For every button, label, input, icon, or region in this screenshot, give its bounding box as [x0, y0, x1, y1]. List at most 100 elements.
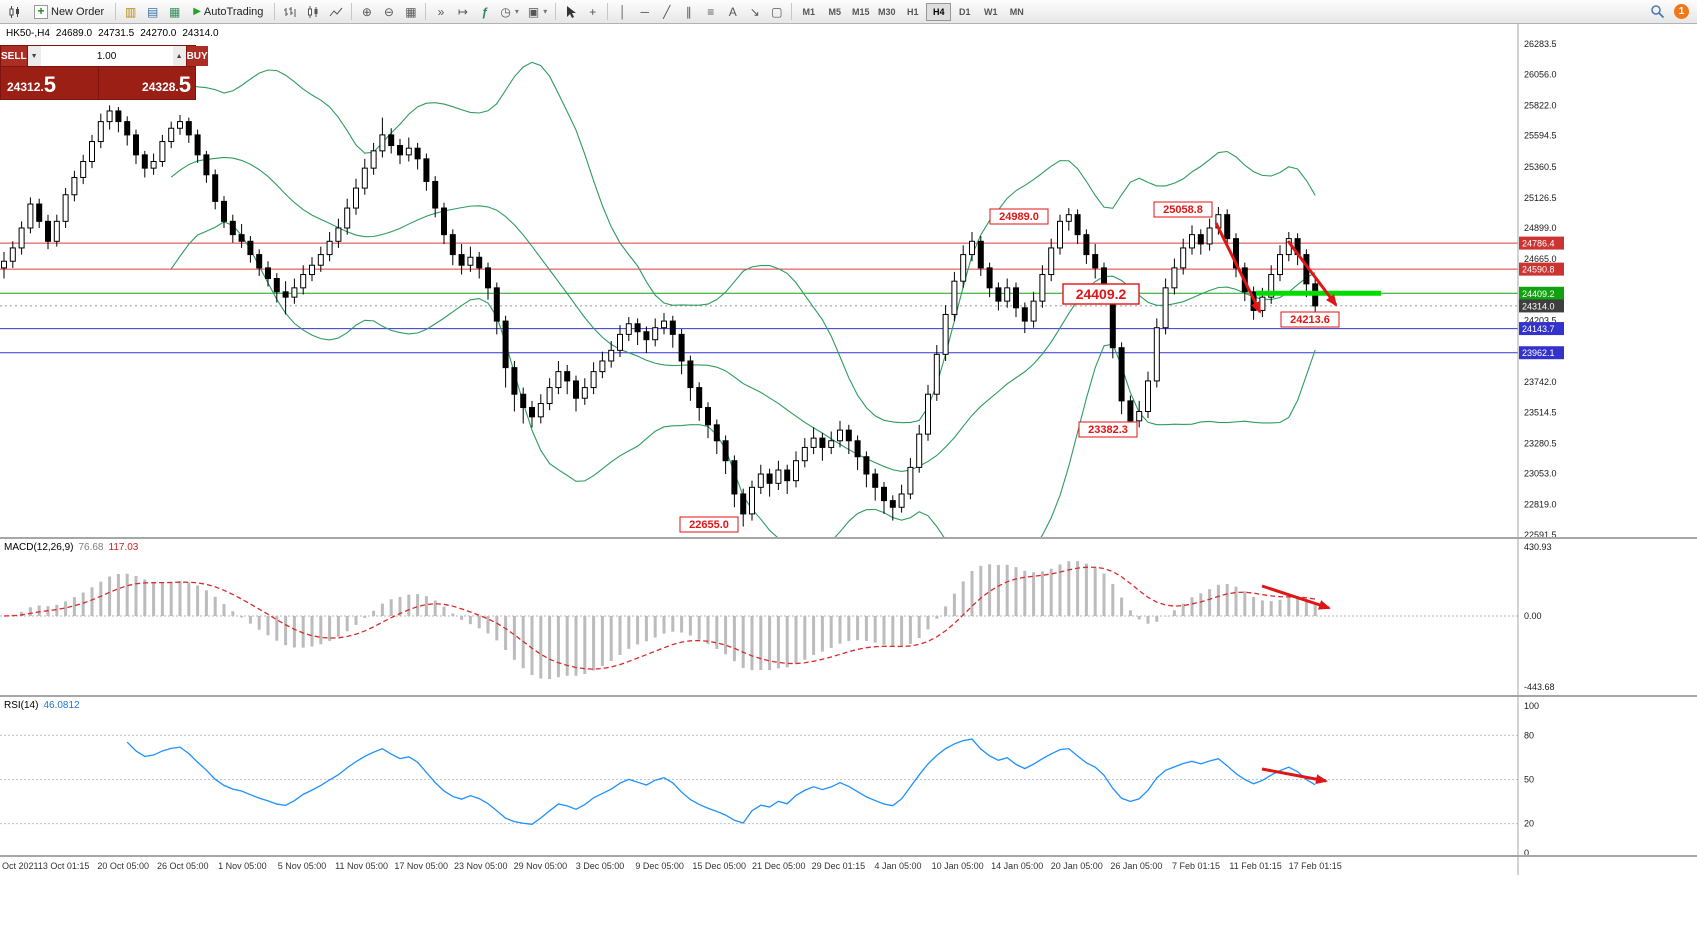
- market-watch-button[interactable]: ▥: [120, 2, 141, 22]
- price-annotation-box: [1153, 201, 1213, 218]
- candlestick-chart-button[interactable]: [302, 2, 324, 22]
- chart-shift-button[interactable]: ↦: [452, 2, 473, 22]
- search-button[interactable]: [1646, 2, 1669, 22]
- chart-symbol-period: HK50-,H4: [6, 28, 50, 39]
- tf-h1-button[interactable]: H1: [907, 6, 919, 17]
- navigator-button[interactable]: ▤: [142, 2, 163, 22]
- sell-button[interactable]: SELL: [1, 46, 27, 66]
- svg-text:20: 20: [1524, 819, 1534, 829]
- indicators-button[interactable]: ƒ: [474, 2, 495, 22]
- periods-button[interactable]: ◷ ▾: [496, 2, 523, 22]
- price-tag: [1519, 236, 1564, 250]
- terminal-button[interactable]: ▦: [164, 2, 185, 22]
- buy-price[interactable]: 24328. 5: [97, 67, 196, 99]
- line-chart-button[interactable]: [325, 2, 347, 22]
- arrow-tool-button[interactable]: ↘: [744, 2, 765, 22]
- sell-price[interactable]: 24312. 5: [1, 67, 98, 99]
- toolbar-separator: [607, 3, 609, 20]
- panel-separator[interactable]: [0, 695, 1697, 697]
- chart-shift-icon: ↦: [457, 4, 468, 19]
- new-order-button[interactable]: + New Order: [27, 2, 111, 22]
- trend-arrows[interactable]: [1261, 584, 1331, 610]
- zoom-out-button[interactable]: ⊖: [378, 2, 399, 22]
- chart-open-value: 24689.0: [55, 28, 93, 39]
- horizontal-lines[interactable]: [0, 242, 1518, 354]
- volume-input[interactable]: [40, 46, 173, 66]
- tf-h4-button[interactable]: H4: [926, 2, 952, 21]
- rsi-value: 46.0812: [43, 700, 80, 711]
- fibonacci-button[interactable]: ≡: [700, 2, 721, 22]
- annotations[interactable]: 24989.0 25058.8 24409.2 24213.6 23382.3 22655…: [679, 201, 1340, 533]
- vertical-line-button[interactable]: │: [612, 2, 633, 22]
- svg-text:20 Jan 05:00: 20 Jan 05:00: [1051, 861, 1103, 871]
- svg-text:24203.5: 24203.5: [1524, 316, 1557, 326]
- price-annotation-box: [1078, 421, 1138, 438]
- tf-d1-button[interactable]: D1: [959, 6, 971, 17]
- trend-arrows[interactable]: [1261, 767, 1328, 785]
- crosshair-button[interactable]: +: [582, 2, 603, 22]
- new-order-label: New Order: [51, 5, 105, 18]
- main-toolbar: + New Order ▥ ▤ ▦ ▶ AutoTrading ⊕ ⊖ ▦ » …: [0, 0, 1697, 24]
- templates-button[interactable]: ▣ ▾: [524, 2, 551, 22]
- shapes-tool-button[interactable]: ▢: [766, 2, 787, 22]
- svg-text:0.00: 0.00: [1524, 611, 1542, 621]
- zoom-in-button[interactable]: ⊕: [356, 2, 377, 22]
- svg-text:13 Oct 01:15: 13 Oct 01:15: [38, 861, 90, 871]
- svg-text:9 Dec 05:00: 9 Dec 05:00: [635, 861, 684, 871]
- text-tool-button[interactable]: A: [722, 2, 743, 22]
- panel-separator[interactable]: [0, 537, 1697, 539]
- volume-up-spinner[interactable]: ▲: [172, 46, 186, 66]
- bollinger-bands: [170, 61, 1316, 537]
- toolbar-separator: [791, 3, 793, 20]
- macd-label: MACD(12,26,9) 76.68 117.03: [4, 542, 138, 553]
- trend-arrows[interactable]: [1214, 222, 1338, 314]
- macd-name: MACD(12,26,9): [4, 542, 74, 553]
- indicators-icon: ƒ: [481, 4, 489, 19]
- cursor-button[interactable]: [560, 2, 581, 22]
- tf-m15-button[interactable]: M15: [852, 6, 870, 17]
- price-annotation-box: [679, 516, 739, 533]
- new-order-icon: +: [34, 4, 48, 19]
- macd-panel-canvas[interactable]: 430.93 0.00 -443.68: [0, 539, 1697, 695]
- svg-text:23742.0: 23742.0: [1524, 377, 1557, 387]
- chart-low-value: 24270.0: [140, 28, 177, 39]
- tile-windows-button[interactable]: ▦: [400, 2, 421, 22]
- price-chart-canvas[interactable]: 26283.5 26056.0 25822.0 25594.5 25360.5 25126…: [0, 24, 1697, 537]
- candlestick-chart-icon: [308, 5, 318, 18]
- tf-m1-button[interactable]: M1: [802, 6, 816, 17]
- chart-title: HK50-,H4 24689.0 24731.5 24270.0 24314.0: [6, 28, 225, 39]
- toolbar-separator: [425, 3, 427, 20]
- svg-text:24989.0: 24989.0: [999, 211, 1039, 223]
- text-tool-icon: A: [728, 4, 737, 19]
- notifications-badge[interactable]: 1: [1674, 4, 1689, 19]
- date-axis[interactable]: Oct 2021 13 Oct 01:15 20 Oct 05:00 26 Oct 0…: [0, 857, 1697, 875]
- auto-scroll-button[interactable]: »: [430, 2, 451, 22]
- bar-chart-button[interactable]: [279, 2, 301, 22]
- horizontal-line-button[interactable]: ─: [634, 2, 655, 22]
- svg-text:26 Jan 05:00: 26 Jan 05:00: [1110, 861, 1162, 871]
- autotrading-button[interactable]: ▶ AutoTrading: [186, 2, 270, 22]
- bar-chart-icon: [284, 6, 296, 17]
- tf-m5-button[interactable]: M5: [828, 6, 842, 17]
- rsi-panel-canvas[interactable]: 100 80 50 20 0: [0, 697, 1697, 855]
- sell-price-main: 24312.: [7, 80, 44, 95]
- terminal-icon: ▦: [169, 4, 181, 19]
- channel-button[interactable]: ∥: [678, 2, 699, 22]
- trendline-button[interactable]: ╱: [656, 2, 677, 22]
- price-annotation-box: [1062, 283, 1140, 305]
- tf-w1-button[interactable]: W1: [984, 6, 998, 17]
- svg-text:24409.2: 24409.2: [1076, 286, 1127, 302]
- svg-text:10 Jan 05:00: 10 Jan 05:00: [932, 861, 984, 871]
- tf-mn-button[interactable]: MN: [1009, 6, 1024, 17]
- new-chart-button[interactable]: [4, 2, 26, 22]
- price-annotation-box: [989, 208, 1049, 225]
- macd-signal-value: 117.03: [108, 542, 139, 553]
- chart-high-value: 24731.5: [98, 28, 135, 39]
- tf-m30-button[interactable]: M30: [878, 6, 896, 17]
- svg-text:26056.0: 26056.0: [1524, 69, 1557, 79]
- svg-text:17 Nov 05:00: 17 Nov 05:00: [394, 861, 448, 871]
- volume-down-spinner[interactable]: ▼: [27, 46, 41, 66]
- svg-text:14 Jan 05:00: 14 Jan 05:00: [991, 861, 1043, 871]
- buy-button[interactable]: BUY: [186, 46, 208, 66]
- price-tag: [1519, 322, 1564, 336]
